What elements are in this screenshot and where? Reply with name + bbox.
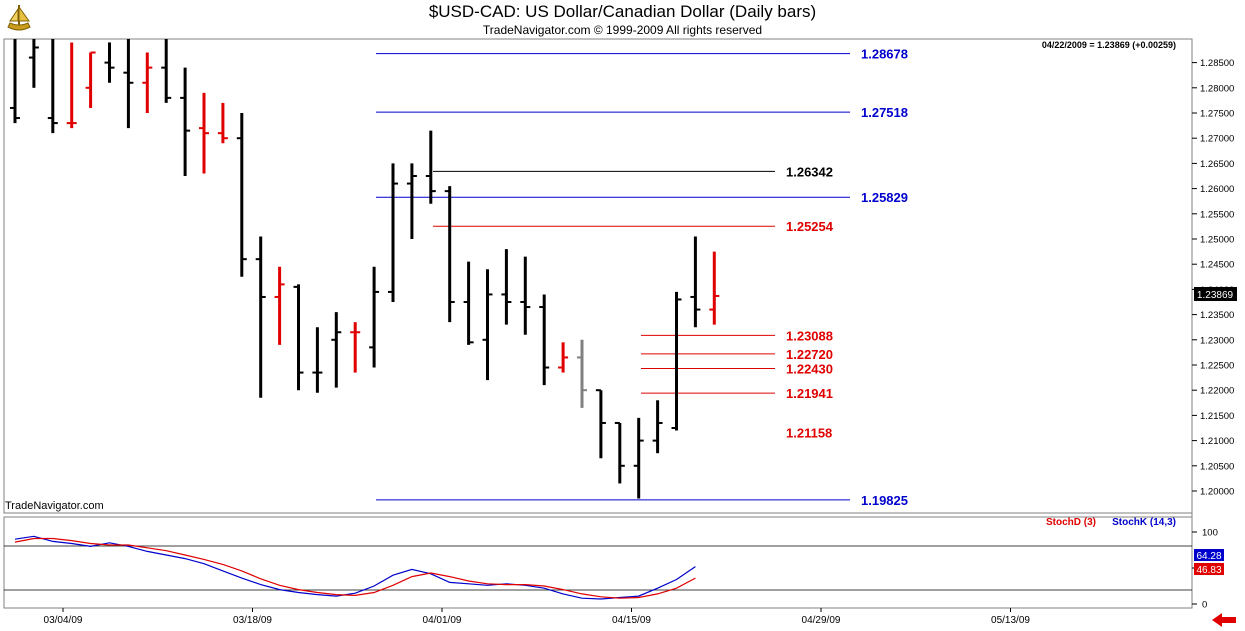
stoch-series-line — [14, 537, 696, 599]
price-tick-label: 1.23000 — [1200, 335, 1234, 346]
price-bar — [104, 42, 115, 83]
level-label: 1.21941 — [786, 386, 833, 401]
price-bar — [388, 163, 398, 302]
stochk-readout: 64.28 — [1196, 551, 1221, 562]
stoch-tick-label: 0 — [1202, 600, 1207, 611]
navigator-logo-icon — [7, 5, 31, 31]
price-bar — [463, 261, 474, 345]
price-bar — [369, 266, 380, 368]
price-bar — [482, 269, 493, 381]
stochd-legend: StochD (3) — [1046, 517, 1096, 528]
indicator-panel[interactable] — [3, 516, 1193, 609]
price-tick-label: 1.21500 — [1200, 411, 1234, 422]
date-tick-label: 03/04/09 — [44, 615, 83, 626]
price-bar — [142, 52, 153, 113]
price-tick-label: 1.28500 — [1200, 58, 1234, 69]
price-bar — [217, 102, 228, 144]
price-bar — [66, 42, 77, 129]
price-tick-label: 1.20000 — [1200, 487, 1234, 498]
price-bar — [85, 51, 96, 108]
price-bar — [255, 236, 266, 398]
level-label: 1.25254 — [786, 219, 834, 234]
fib-levels: 1.28678 1.27518 1.26342 1.25829 1.25254 1.230… — [376, 47, 908, 508]
price-bar — [425, 130, 436, 204]
date-tick-label: 04/29/09 — [802, 615, 841, 626]
price-bar — [671, 291, 682, 431]
level-label: 1.22430 — [786, 362, 833, 377]
price-tick-label: 1.26000 — [1200, 184, 1234, 195]
stochastic-lines — [14, 535, 696, 600]
price-bar — [444, 186, 455, 323]
price-tick-label: 1.27000 — [1200, 134, 1234, 145]
price-bar — [236, 113, 247, 277]
price-bar — [28, 39, 39, 88]
stochk-legend: StochK (14,3) — [1112, 517, 1176, 528]
level-label: 1.28678 — [861, 47, 908, 62]
stochd-readout-tag — [1194, 563, 1224, 575]
price-bar — [595, 389, 606, 459]
date-tick-label: 03/18/09 — [233, 615, 272, 626]
price-tick-label: 1.25000 — [1200, 235, 1234, 246]
price-bar — [180, 67, 191, 176]
level-label: 1.26342 — [786, 164, 833, 179]
price-bar — [406, 163, 417, 239]
price-bars — [10, 39, 720, 499]
price-tick-label: 1.21000 — [1200, 436, 1234, 447]
date-tick-label: 04/01/09 — [423, 615, 462, 626]
level-label: 1.25829 — [861, 190, 908, 205]
stoch-tick-label: 100 — [1202, 528, 1218, 539]
price-panel[interactable] — [3, 38, 1193, 514]
price-bar — [199, 92, 209, 174]
scroll-right-arrow[interactable] — [1207, 613, 1239, 627]
level-label: 1.23088 — [786, 328, 833, 343]
price-bar — [293, 284, 304, 391]
price-bar — [274, 266, 285, 345]
level-label: 1.19825 — [861, 493, 908, 508]
last-price-tag — [1194, 287, 1237, 301]
price-tick-label: 1.28000 — [1200, 83, 1234, 94]
price-bar — [558, 342, 569, 373]
price-tick-label: 1.26500 — [1200, 159, 1234, 170]
price-tick-label: 1.25500 — [1200, 209, 1234, 220]
price-tick-label: 1.24500 — [1200, 260, 1234, 271]
stoch-series-line — [14, 535, 696, 600]
price-bar — [10, 39, 20, 124]
price-bar — [161, 39, 172, 103]
price-tick-label: 1.22000 — [1200, 386, 1234, 397]
last-price-label: 1.23869 — [1197, 290, 1234, 301]
price-bar — [123, 39, 134, 129]
price-bar — [501, 249, 512, 325]
price-bar — [709, 251, 720, 325]
price-readout: 04/22/2009 = 1.23869 (+0.00259) — [1042, 40, 1176, 50]
level-label: 1.21158 — [786, 426, 832, 441]
chart-title: $USD-CAD: US Dollar/Canadian Dollar (Dai… — [428, 2, 817, 21]
price-tick-label: 1.20500 — [1200, 461, 1234, 472]
price-bar — [539, 294, 550, 386]
level-label: 1.22720 — [786, 347, 833, 362]
price-tick-label: 1.23500 — [1200, 310, 1234, 321]
copyright-subtitle: TradeNavigator.com © 1999-2009 All right… — [482, 23, 763, 37]
price-bar — [47, 39, 58, 134]
price-y-axis: 1.20000 1.20500 1.21000 1.21500 1.22000 1.225… — [1192, 58, 1234, 498]
price-bar — [350, 322, 361, 373]
price-tick-label: 1.22500 — [1200, 361, 1234, 372]
watermark-label: TradeNavigator.com — [5, 500, 104, 512]
price-tick-label: 1.27500 — [1200, 109, 1234, 120]
price-bar — [520, 256, 531, 335]
price-bar — [652, 400, 663, 454]
level-label: 1.27518 — [861, 105, 908, 120]
stochk-readout-tag — [1194, 549, 1224, 561]
price-bar — [577, 339, 587, 408]
date-axis: 03/04/09 03/18/09 04/01/09 04/15/09 04/29/09… — [44, 608, 1030, 626]
stochd-readout: 46.83 — [1196, 565, 1221, 576]
date-tick-label: 04/15/09 — [612, 615, 651, 626]
price-bar — [331, 312, 342, 388]
price-bar — [690, 236, 701, 328]
price-bar — [633, 417, 644, 499]
price-bar — [614, 421, 625, 484]
date-tick-label: 05/13/09 — [991, 615, 1030, 626]
price-bar — [312, 327, 323, 393]
